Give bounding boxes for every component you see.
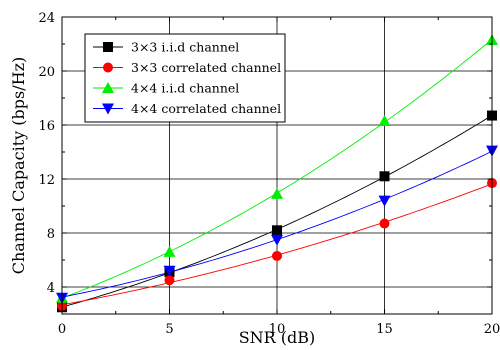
legend-marker-series-3	[102, 82, 114, 93]
x-tick-label: 10	[269, 322, 286, 337]
x-tick-label: 15	[376, 322, 393, 337]
legend-marker-series-1	[103, 42, 113, 52]
data-point-series-4	[378, 195, 391, 207]
legend-box	[84, 33, 286, 123]
y-tick-label: 20	[38, 65, 55, 80]
y-tick-labels: 4 8 12 16 20 24	[38, 11, 55, 296]
data-point-series-2	[164, 275, 175, 286]
y-tick-label: 4	[47, 281, 55, 296]
y-tick-label: 12	[38, 173, 55, 188]
legend-label-series-3: 4×4 i.i.d channel	[131, 81, 239, 96]
data-point-series-1	[272, 225, 282, 236]
y-tick-label: 8	[47, 227, 55, 242]
data-point-series-3	[271, 187, 283, 199]
data-point-series-2	[379, 218, 390, 229]
x-tick-label: 5	[165, 322, 173, 337]
y-tick-label: 16	[38, 119, 55, 134]
y-tick-label: 24	[38, 11, 55, 26]
axis-ticks	[61, 16, 493, 315]
data-point-series-4	[163, 265, 176, 277]
x-tick-label: 0	[58, 322, 66, 337]
data-point-series-3	[163, 245, 176, 257]
x-axis-label: SNR (dB)	[239, 328, 316, 347]
legend-marker-series-4	[102, 103, 114, 115]
x-tick-label: 20	[484, 322, 500, 337]
x-tick-labels: 0 5 10 15 20	[58, 322, 500, 337]
data-point-series-4	[271, 234, 283, 246]
legend-marker-series-2	[103, 62, 113, 73]
data-point-series-2	[272, 250, 282, 261]
legend: 3×3 i.i.d channel 3×3 correlated channel 4…	[84, 33, 286, 123]
data-point-series-3	[378, 114, 391, 126]
y-axis-label: Channel Capacity (bps/Hz)	[9, 57, 28, 275]
data-point-series-1	[379, 171, 390, 182]
legend-label-series-1: 3×3 i.i.d channel	[131, 40, 239, 55]
legend-label-series-2: 3×3 correlated channel	[131, 60, 281, 75]
legend-label-series-4: 4×4 correlated channel	[131, 101, 281, 116]
